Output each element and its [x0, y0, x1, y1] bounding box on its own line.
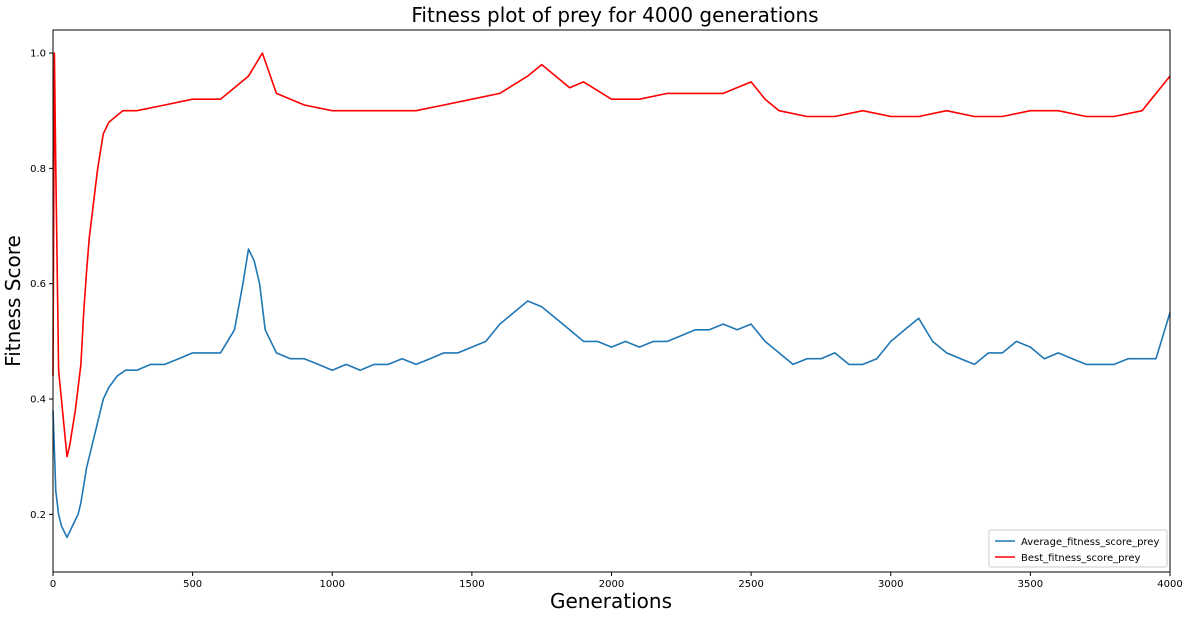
- series-line-average: [52, 248, 1171, 539]
- y-tick-label: 0.4: [30, 395, 46, 406]
- legend: Average_fitness_score_prey Best_fitness_…: [988, 529, 1168, 568]
- x-tick-label: 1000: [320, 579, 345, 590]
- x-axis-ticks: 0 500 1000 1500 2000 2500 3000 3500 4000: [50, 572, 1183, 590]
- x-tick-label: 2500: [738, 579, 763, 590]
- y-axis-ticks: 0.2 0.4 0.6 0.8 1.0: [30, 49, 53, 521]
- legend-label-average: Average_fitness_score_prey: [1021, 537, 1159, 548]
- x-tick-label: 1500: [459, 579, 484, 590]
- y-tick-label: 1.0: [30, 49, 46, 60]
- legend-box: [988, 529, 1168, 568]
- x-tick-label: 4000: [1157, 579, 1182, 590]
- x-tick-label: 500: [183, 579, 202, 590]
- x-tick-label: 2000: [599, 579, 624, 590]
- x-axis-label: Generations: [550, 589, 672, 613]
- series-layer: [52, 52, 1171, 539]
- y-axis-label: Fitness Score: [1, 235, 25, 367]
- y-tick-label: 0.8: [30, 164, 46, 175]
- y-tick-label: 0.2: [30, 510, 46, 521]
- series-line-best: [52, 52, 1171, 458]
- legend-label-best: Best_fitness_score_prey: [1021, 553, 1141, 564]
- chart-title: Fitness plot of prey for 4000 generation…: [411, 3, 818, 27]
- x-tick-label: 3000: [878, 579, 903, 590]
- x-tick-label: 0: [50, 579, 56, 590]
- y-tick-label: 0.6: [30, 279, 46, 290]
- x-tick-label: 3500: [1018, 579, 1043, 590]
